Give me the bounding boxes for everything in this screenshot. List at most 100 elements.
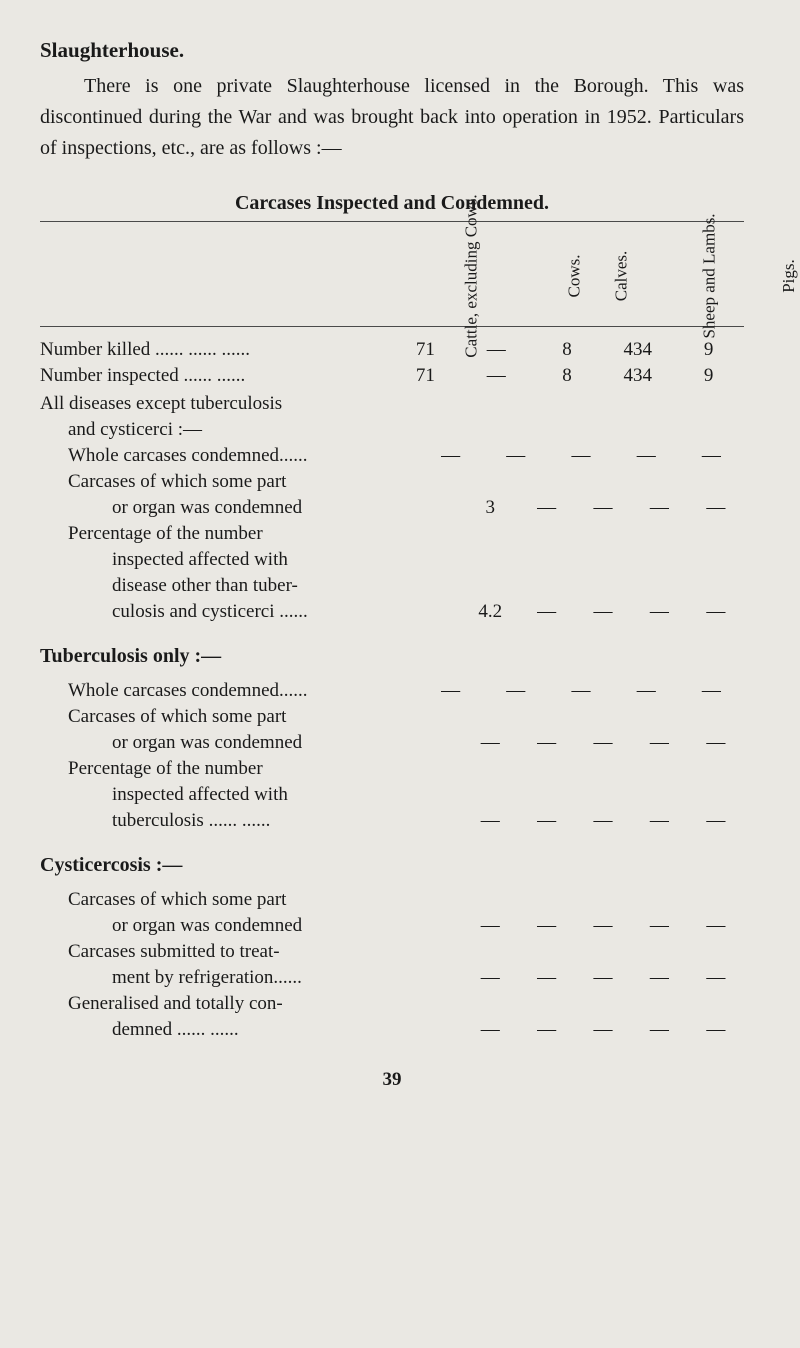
row-label: or organ was condemned — [40, 732, 462, 754]
row-label: Percentage of the number — [40, 758, 418, 780]
table-row: tuberculosis ...... ...... — — — — — — [40, 808, 744, 834]
cell: — — [614, 680, 679, 702]
cell: — — [688, 915, 744, 937]
table-row: Number inspected ...... ...... 71 — 8 43… — [40, 363, 744, 389]
header-spacer — [40, 240, 390, 312]
cell: — — [688, 967, 744, 989]
cell: — — [518, 732, 574, 754]
cell: — — [631, 497, 687, 519]
cell: — — [575, 967, 631, 989]
cell: — — [518, 915, 574, 937]
cell: 8 — [532, 365, 603, 387]
row-label: or organ was condemned — [40, 915, 462, 937]
table-row: Whole carcases condemned...... — — — — — — [40, 678, 744, 704]
cell: — — [462, 1019, 518, 1041]
cell: — — [575, 732, 631, 754]
cell: — — [418, 680, 483, 702]
table-row: Percentage of the number — [40, 756, 744, 782]
cell: — — [518, 1019, 574, 1041]
table-title: Carcases Inspected and Condemned. — [40, 192, 744, 215]
cell: — — [688, 601, 744, 623]
cell: — — [518, 601, 574, 623]
cell: — — [518, 810, 574, 832]
cell: — — [631, 732, 687, 754]
cell: — — [631, 1019, 687, 1041]
table-row: Carcases of which some part — [40, 469, 744, 495]
cell: — — [679, 445, 744, 467]
cell: 4.2 — [462, 601, 518, 623]
cell: 434 — [602, 339, 673, 361]
row-label: Generalised and totally con- — [40, 993, 418, 1015]
row-label: inspected affected with — [40, 784, 462, 806]
cell: — — [688, 1019, 744, 1041]
row-label: Carcases of which some part — [40, 471, 418, 493]
cell: 434 — [602, 365, 673, 387]
cell: — — [575, 497, 631, 519]
cell: 9 — [673, 365, 744, 387]
row-label: Whole carcases condemned...... — [40, 445, 418, 467]
cell: — — [575, 810, 631, 832]
cell: — — [462, 967, 518, 989]
table-row: inspected affected with — [40, 782, 744, 808]
group-heading-line: and cysticerci :— — [40, 417, 744, 443]
cell: — — [575, 601, 631, 623]
table-row: demned ...... ...... — — — — — — [40, 1017, 744, 1043]
cell: — — [483, 445, 548, 467]
cell: 3 — [462, 497, 518, 519]
col-label: Cattle, excluding Cows. — [436, 194, 508, 357]
row-label: Percentage of the number — [40, 523, 418, 545]
cell: — — [631, 915, 687, 937]
intro-paragraph: There is one private Slaughterhouse lice… — [40, 71, 744, 164]
col-header-cattle: Cattle, excluding Cows. — [390, 240, 553, 312]
row-label: Carcases submitted to treat- — [40, 941, 418, 963]
table-row: culosis and cysticerci ...... 4.2 — — — … — [40, 599, 744, 625]
col-header-pigs: Pigs. — [772, 240, 800, 312]
cell: — — [631, 601, 687, 623]
row-label: culosis and cysticerci ...... — [40, 601, 462, 623]
col-label: Pigs. — [753, 259, 800, 293]
table-row: or organ was condemned — — — — — — [40, 730, 744, 756]
cell: — — [483, 680, 548, 702]
cell: — — [461, 365, 532, 387]
row-label: Whole carcases condemned...... — [40, 680, 418, 702]
table-row: inspected affected with — [40, 547, 744, 573]
row-label: demned ...... ...... — [40, 1019, 462, 1041]
table-row: Carcases submitted to treat- — [40, 939, 744, 965]
row-label: tuberculosis ...... ...... — [40, 810, 462, 832]
cell: — — [688, 732, 744, 754]
table-row: or organ was condemned — — — — — — [40, 913, 744, 939]
cell: — — [631, 967, 687, 989]
col-header-calves: Calves. — [596, 240, 647, 312]
row-label: disease other than tuber- — [40, 575, 462, 597]
table-row: Carcases of which some part — [40, 704, 744, 730]
row-label: Number killed ...... ...... ...... — [40, 339, 390, 361]
table-row: disease other than tuber- — [40, 573, 744, 599]
cell: — — [462, 732, 518, 754]
cell: — — [548, 680, 613, 702]
col-label: Sheep and Lambs. — [673, 213, 745, 338]
row-label: Carcases of which some part — [40, 706, 418, 728]
cell: 9 — [673, 339, 744, 361]
table-row: Percentage of the number — [40, 521, 744, 547]
cell: — — [462, 915, 518, 937]
cell: 8 — [532, 339, 603, 361]
cell: — — [575, 915, 631, 937]
table-row: Carcases of which some part — [40, 887, 744, 913]
cell: — — [518, 967, 574, 989]
row-label: inspected affected with — [40, 549, 462, 571]
section-heading: Slaughterhouse. — [40, 38, 744, 63]
table-row: ment by refrigeration...... — — — — — — [40, 965, 744, 991]
page-number: 39 — [40, 1069, 744, 1091]
cell: — — [679, 680, 744, 702]
row-label: or organ was condemned — [40, 497, 462, 519]
group-heading: Tuberculosis only :— — [40, 645, 744, 668]
cell: — — [688, 497, 744, 519]
col-label: Calves. — [586, 251, 658, 302]
table-row: Whole carcases condemned...... — — — — — — [40, 443, 744, 469]
cell: — — [688, 810, 744, 832]
group-heading-line: All diseases except tuberculosis — [40, 393, 744, 415]
row-label: Carcases of which some part — [40, 889, 418, 911]
page-container: Slaughterhouse. There is one private Sla… — [0, 0, 800, 1121]
cell: — — [614, 445, 679, 467]
cell: — — [575, 1019, 631, 1041]
